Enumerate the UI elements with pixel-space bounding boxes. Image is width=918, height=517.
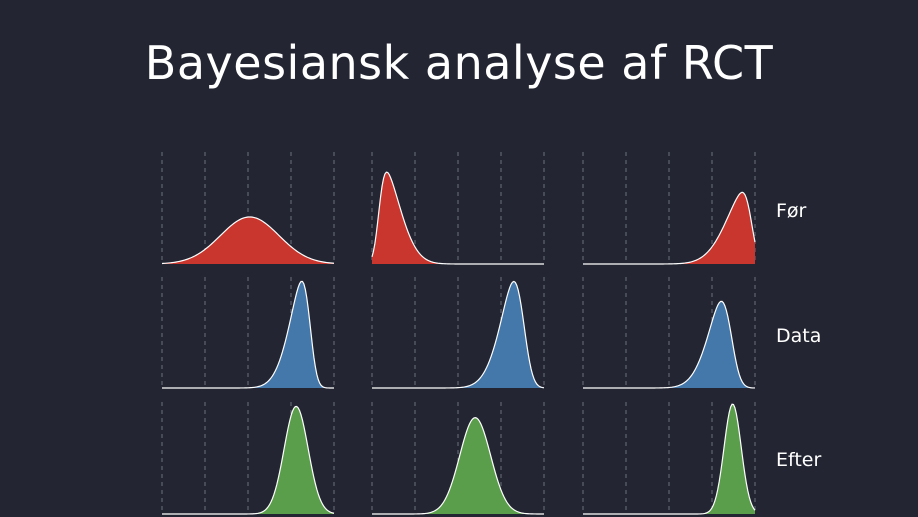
density-curve-prior-1	[161, 216, 335, 265]
panel-posterior-1	[161, 402, 335, 515]
density-area-posterior-1	[162, 406, 334, 514]
density-curve-posterior-1	[162, 405, 335, 515]
panel-prior-1	[161, 152, 335, 265]
density-curve-data-1	[162, 280, 334, 389]
density-curve-prior-3	[583, 191, 756, 265]
panel-posterior-3	[582, 402, 756, 515]
density-curve-data-3	[583, 300, 756, 389]
page-title: Bayesiansk analyse af RCT	[144, 36, 774, 90]
panel-prior-2	[371, 152, 545, 265]
density-area-prior-3	[583, 192, 755, 264]
density-curve-prior-2	[371, 171, 544, 265]
density-curve-posterior-3	[583, 403, 756, 515]
density-area-data-1	[162, 281, 334, 388]
row-label-prior: Før	[776, 200, 807, 222]
row-label-posterior: Efter	[776, 449, 822, 471]
panel-prior-3	[582, 152, 756, 265]
panel-data-2	[371, 277, 545, 389]
panel-data-3	[582, 277, 756, 389]
density-area-prior-2	[372, 172, 544, 264]
panel-data-1	[161, 277, 335, 389]
density-area-data-2	[372, 281, 544, 388]
density-area-posterior-3	[583, 404, 755, 514]
panel-posterior-2	[371, 402, 545, 515]
row-label-data: Data	[776, 325, 822, 347]
density-area-posterior-2	[372, 417, 544, 514]
density-curve-data-2	[372, 280, 545, 389]
density-area-prior-1	[162, 216, 334, 264]
density-curve-posterior-2	[372, 417, 545, 515]
